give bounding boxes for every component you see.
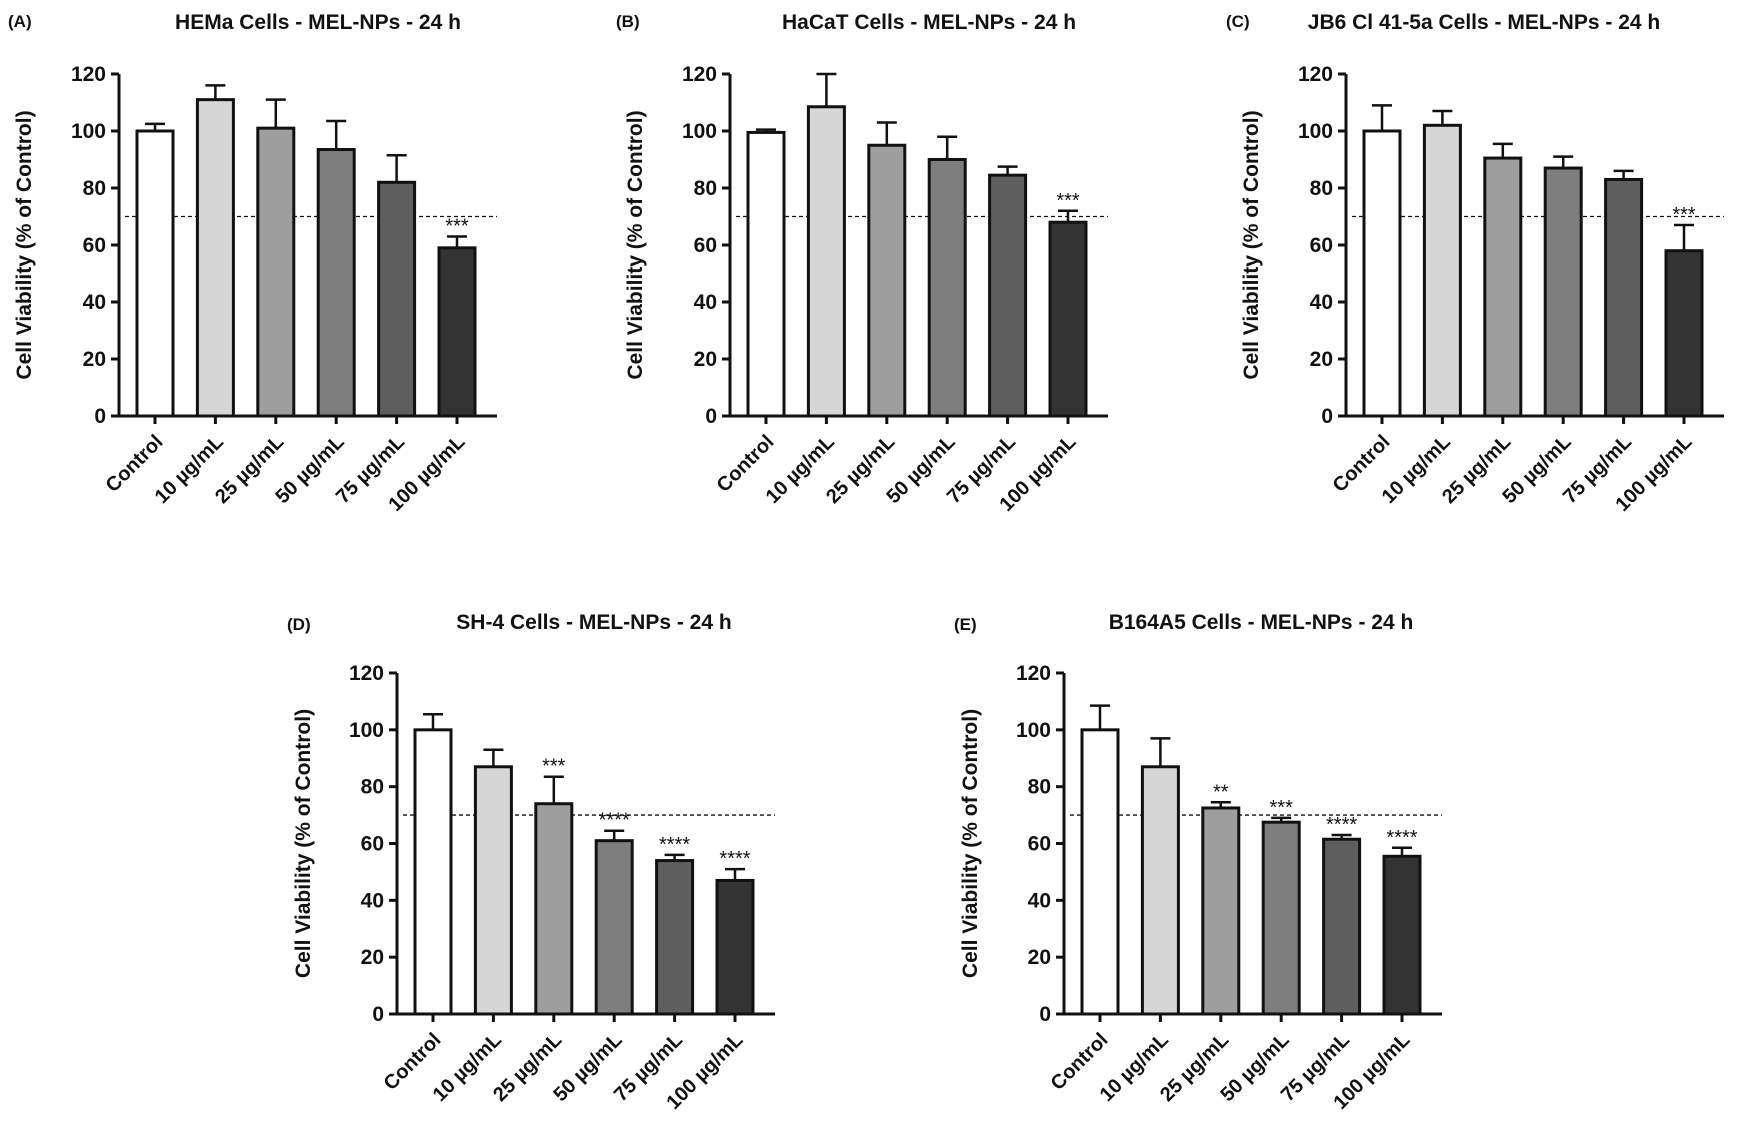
y-tick-label: 60 <box>1310 234 1333 257</box>
panel-title: SH-4 Cells - MEL-NPs - 24 h <box>456 611 731 634</box>
bar <box>377 180 417 418</box>
y-tick-label: 20 <box>83 348 106 371</box>
panel-letter: (C) <box>1226 12 1250 31</box>
panel-title: HaCaT Cells - MEL-NPs - 24 h <box>782 11 1076 34</box>
significance-marker: *** <box>1270 797 1294 819</box>
bar <box>1261 820 1301 1016</box>
y-tick-label: 80 <box>361 776 384 799</box>
y-tick-label: 20 <box>1028 946 1051 969</box>
significance-marker: ** <box>1213 781 1229 803</box>
y-tick-label: 20 <box>361 946 384 969</box>
bar <box>1362 129 1402 418</box>
bar <box>1382 854 1422 1016</box>
bar <box>1483 156 1523 418</box>
y-tick-label: 40 <box>1028 889 1051 912</box>
significance-marker: *** <box>1056 190 1080 212</box>
y-tick-label: 80 <box>694 177 717 200</box>
y-tick-label: 120 <box>682 63 717 86</box>
panel-letter: (E) <box>954 615 977 634</box>
panel-letter: (A) <box>8 12 32 31</box>
bar <box>927 158 967 418</box>
y-tick-label: 0 <box>1321 405 1333 428</box>
y-tick-label: 40 <box>694 291 717 314</box>
y-tick-label: 80 <box>1310 177 1333 200</box>
significance-marker: **** <box>719 848 750 870</box>
bar <box>135 129 175 418</box>
y-tick-label: 0 <box>1039 1003 1051 1026</box>
bar <box>655 859 695 1016</box>
significance-marker: **** <box>659 834 690 856</box>
y-tick-label: 120 <box>1016 662 1051 685</box>
y-axis-label: Cell Viability (% of Control) <box>624 110 647 379</box>
bar <box>1422 123 1462 418</box>
bar <box>746 130 786 418</box>
y-tick-label: 60 <box>1028 833 1051 856</box>
y-tick-label: 0 <box>94 405 106 428</box>
significance-marker: **** <box>1326 814 1357 836</box>
y-tick-label: 100 <box>349 719 384 742</box>
y-axis-label: Cell Viability (% of Control) <box>292 709 315 978</box>
panel-title: HEMa Cells - MEL-NPs - 24 h <box>175 11 461 34</box>
bar <box>1543 166 1583 418</box>
bar <box>1140 765 1180 1016</box>
y-tick-label: 120 <box>349 662 384 685</box>
bar <box>1664 249 1704 418</box>
panel-letter: (D) <box>287 615 311 634</box>
y-tick-label: 80 <box>1028 776 1051 799</box>
bar <box>256 126 296 418</box>
y-tick-label: 40 <box>361 889 384 912</box>
bar <box>437 246 477 418</box>
y-tick-label: 120 <box>1298 63 1333 86</box>
bar <box>1604 177 1644 418</box>
panel-letter: (B) <box>616 12 640 31</box>
significance-marker: *** <box>445 215 469 237</box>
y-tick-label: 120 <box>71 63 106 86</box>
bar <box>413 728 453 1016</box>
significance-marker: **** <box>1386 827 1417 849</box>
y-tick-label: 60 <box>361 833 384 856</box>
bar <box>715 878 755 1016</box>
y-tick-label: 60 <box>83 234 106 257</box>
bar <box>473 765 513 1016</box>
y-axis-label: Cell Viability (% of Control) <box>1240 110 1263 379</box>
panel-title: B164A5 Cells - MEL-NPs - 24 h <box>1109 611 1414 634</box>
y-tick-label: 0 <box>372 1003 384 1026</box>
bar <box>867 143 907 418</box>
bar <box>1322 837 1362 1016</box>
y-tick-label: 20 <box>1310 348 1333 371</box>
y-axis-label: Cell Viability (% of Control) <box>959 709 982 978</box>
bar <box>594 839 634 1016</box>
significance-marker: *** <box>542 756 566 778</box>
y-tick-label: 40 <box>83 291 106 314</box>
bar <box>988 173 1028 418</box>
significance-marker: **** <box>599 810 630 832</box>
bar <box>316 148 356 418</box>
bar <box>806 105 846 418</box>
y-tick-label: 100 <box>682 120 717 143</box>
y-tick-label: 80 <box>83 177 106 200</box>
y-tick-label: 60 <box>694 234 717 257</box>
y-tick-label: 100 <box>71 120 106 143</box>
y-tick-label: 100 <box>1298 120 1333 143</box>
y-axis-label: Cell Viability (% of Control) <box>13 110 36 379</box>
y-tick-label: 40 <box>1310 291 1333 314</box>
bar <box>1048 220 1088 418</box>
significance-marker: *** <box>1672 204 1696 226</box>
y-tick-label: 100 <box>1016 719 1051 742</box>
bar <box>534 802 574 1016</box>
bar <box>195 98 235 418</box>
y-tick-label: 0 <box>705 405 717 428</box>
bar <box>1201 806 1241 1016</box>
y-tick-label: 20 <box>694 348 717 371</box>
bar <box>1080 728 1120 1016</box>
panel-title: JB6 Cl 41-5a Cells - MEL-NPs - 24 h <box>1308 11 1660 34</box>
